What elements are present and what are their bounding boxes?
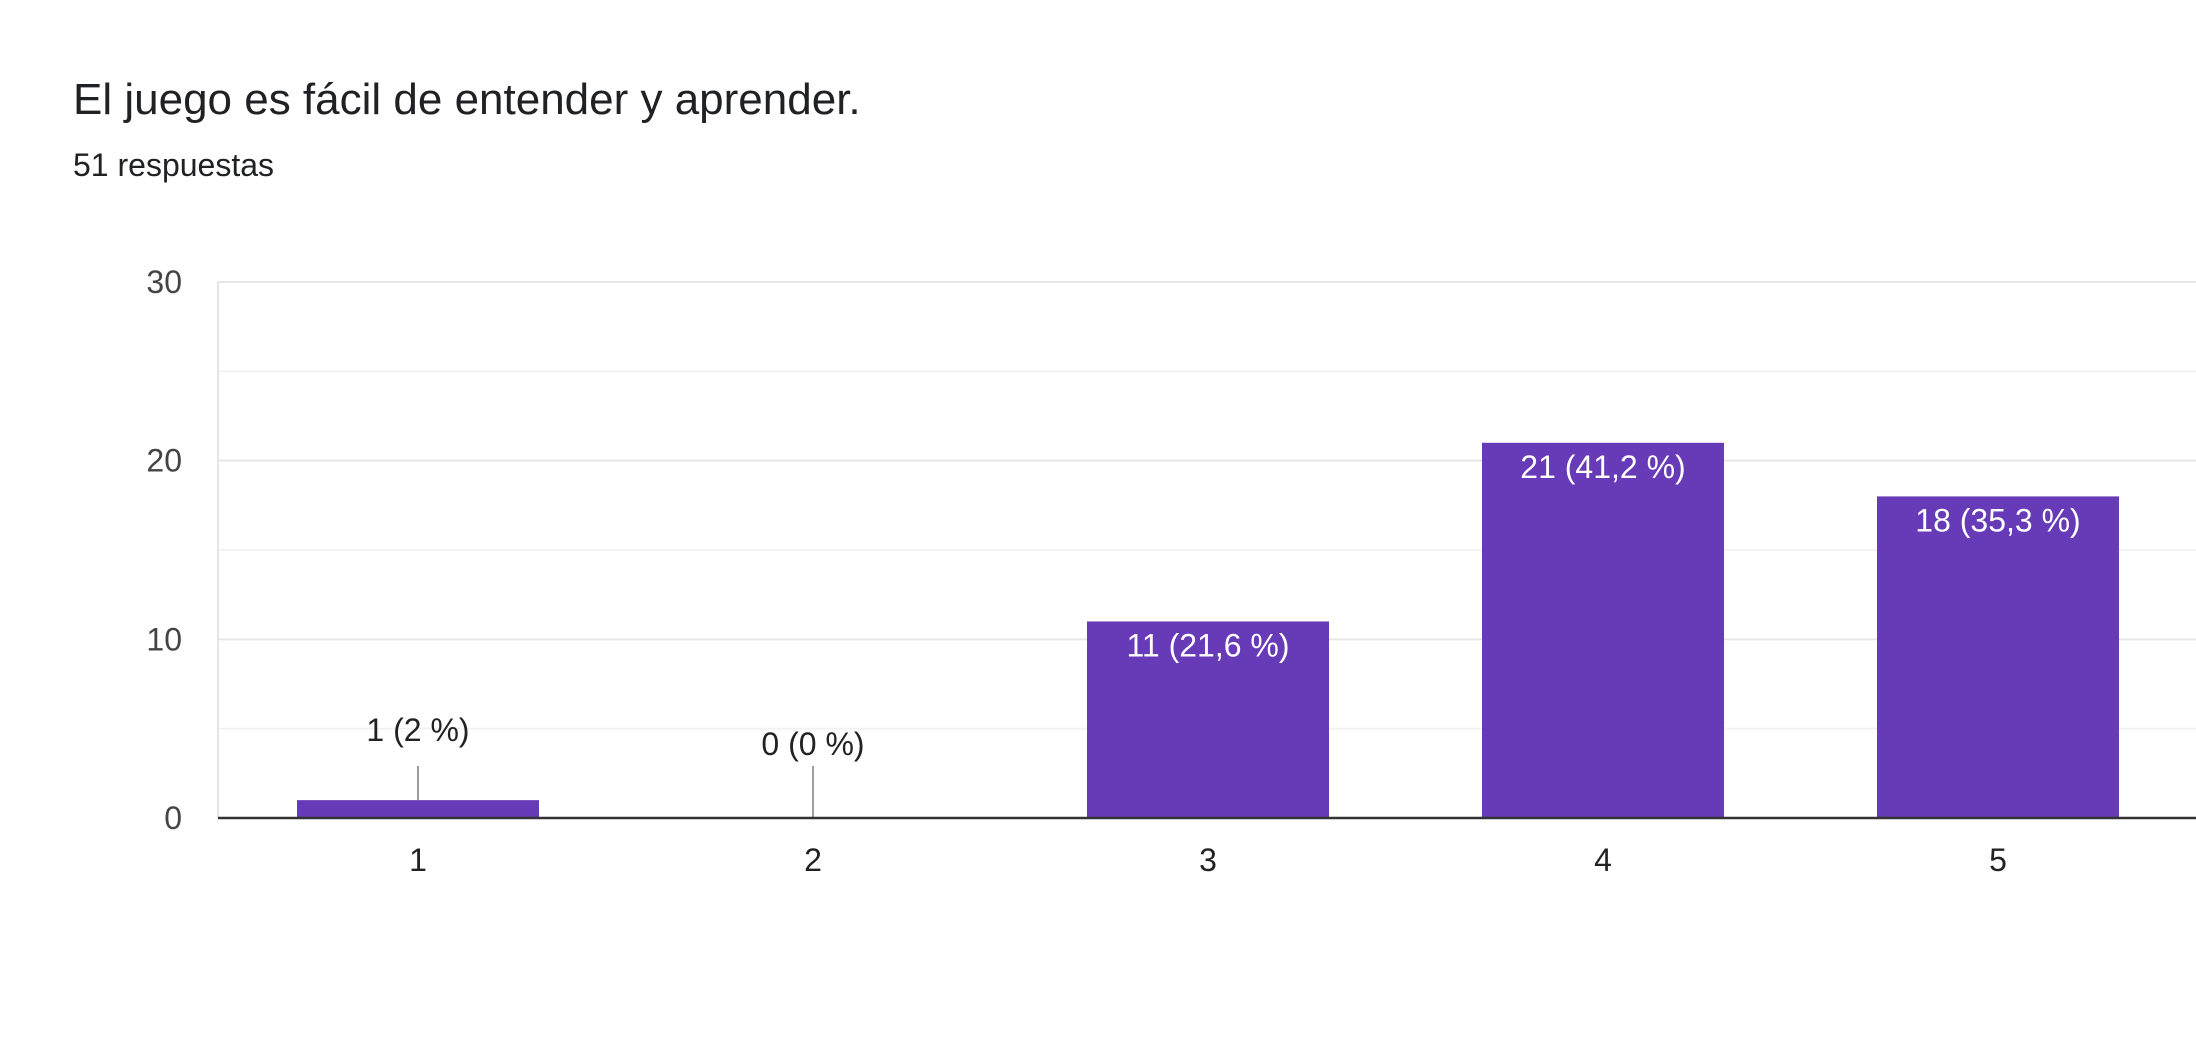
response-count: 51 respuestas <box>73 147 275 183</box>
bar-5 <box>1877 496 2119 818</box>
data-label-4: 21 (41,2 %) <box>1520 449 1685 485</box>
chart-title: El juego es fácil de entender y aprender… <box>73 75 861 124</box>
data-label-1: 1 (2 %) <box>366 712 469 748</box>
bar-4 <box>1482 442 1724 818</box>
bar-3 <box>1087 621 1329 818</box>
x-tick-label: 5 <box>1989 842 2007 878</box>
y-tick-label: 20 <box>146 443 182 479</box>
data-label-5: 18 (35,3 %) <box>1915 502 2080 538</box>
x-tick-label: 2 <box>804 842 822 878</box>
x-tick-label: 4 <box>1594 842 1612 878</box>
data-label-3: 11 (21,6 %) <box>1126 627 1289 663</box>
x-tick-label: 1 <box>409 842 427 878</box>
y-tick-label: 0 <box>164 800 182 836</box>
bar-1 <box>297 800 539 818</box>
y-tick-label: 30 <box>146 264 182 300</box>
x-tick-label: 3 <box>1199 842 1217 878</box>
data-label-2: 0 (0 %) <box>761 726 864 762</box>
y-tick-label: 10 <box>146 621 182 657</box>
